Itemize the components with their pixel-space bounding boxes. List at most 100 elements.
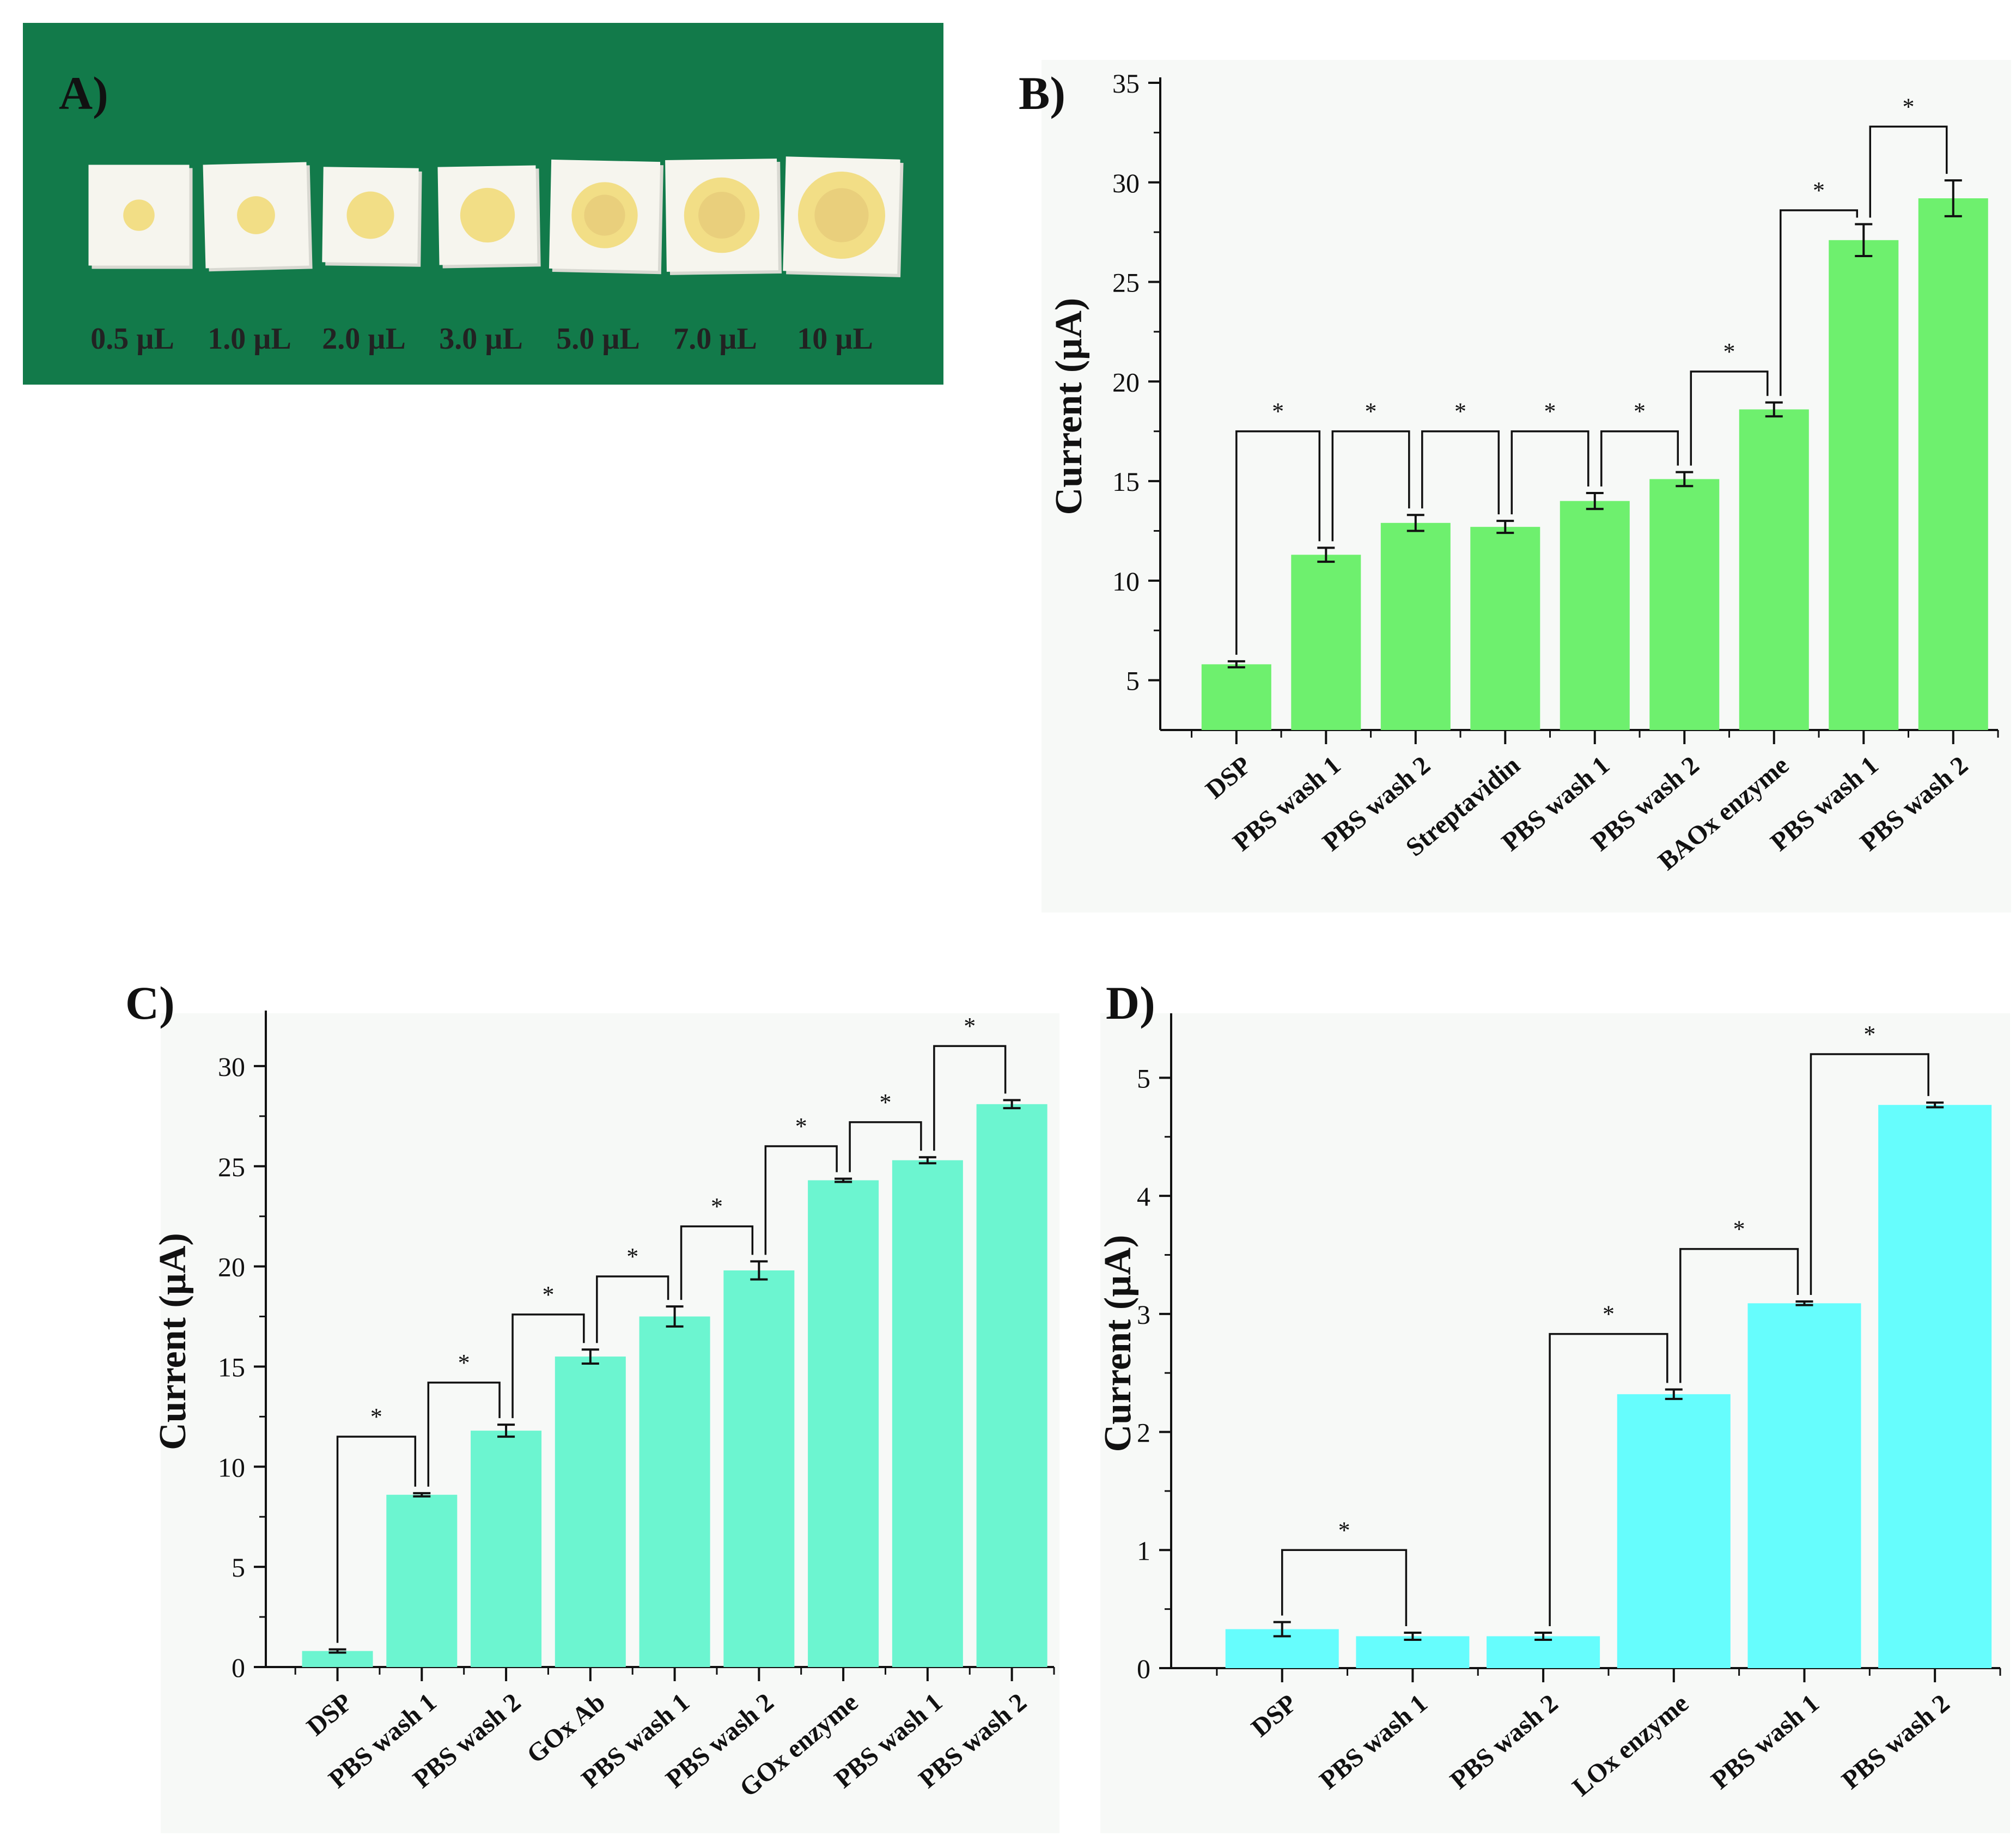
y-tick-label: 20 — [218, 1252, 245, 1282]
y-tick-label: 5 — [1137, 1063, 1150, 1093]
significance-star: * — [458, 1349, 470, 1376]
significance-bracket — [336, 1435, 417, 1643]
bar — [639, 1316, 710, 1667]
significance-bracket — [1810, 1053, 1929, 1295]
panel-label: B) — [1019, 67, 1065, 119]
volume-label: 0.5 µL — [90, 322, 174, 356]
sample-spot — [237, 196, 275, 234]
significance-bracket — [1511, 430, 1589, 515]
significance-bracket — [1869, 125, 1948, 218]
sample-spot — [346, 191, 394, 239]
paper-square — [549, 159, 663, 275]
significance-bracket — [1331, 430, 1410, 542]
panel-label: C) — [125, 977, 175, 1029]
bar — [386, 1494, 458, 1667]
bar — [555, 1357, 626, 1667]
y-tick-label: 3 — [1137, 1299, 1150, 1330]
significance-star: * — [626, 1243, 638, 1270]
significance-star: * — [1603, 1301, 1615, 1328]
y-tick-label: 5 — [1126, 666, 1140, 696]
y-tick-label: 20 — [1112, 367, 1140, 397]
volume-label: 3.0 µL — [439, 322, 523, 356]
y-tick-label: 25 — [218, 1152, 245, 1182]
significance-star: * — [711, 1193, 723, 1220]
bar — [723, 1270, 795, 1667]
significance-star: * — [1733, 1216, 1745, 1243]
bar — [1560, 501, 1630, 730]
y-tick-label: 4 — [1137, 1181, 1150, 1212]
y-tick-label: 30 — [218, 1051, 245, 1082]
y-tick-label: 30 — [1112, 168, 1140, 198]
bar — [1356, 1636, 1470, 1668]
y-tick-label: 10 — [1112, 566, 1140, 597]
significance-bracket — [1235, 430, 1321, 655]
bar — [1380, 522, 1451, 730]
bar — [1878, 1105, 1992, 1668]
volume-label: 2.0 µL — [322, 322, 406, 356]
significance-bracket — [933, 1045, 1007, 1151]
significance-star: * — [1365, 398, 1377, 425]
significance-bracket — [764, 1145, 838, 1255]
bar — [1739, 409, 1809, 730]
significance-bracket — [1679, 1248, 1799, 1383]
bar — [892, 1160, 963, 1667]
panel-a-label: A) — [59, 67, 108, 119]
significance-star: * — [1813, 177, 1825, 204]
significance-star: * — [879, 1089, 891, 1116]
significance-star: * — [1903, 93, 1915, 120]
bar — [808, 1180, 879, 1667]
y-tick-label: 1 — [1137, 1535, 1150, 1566]
y-axis-title: Current (µA) — [152, 1233, 194, 1450]
significance-star: * — [1634, 398, 1646, 425]
significance-star: * — [1723, 338, 1735, 365]
panel-a-photo: A) 0.5 µL 1.0 µL 2.0 µL 3.0 µL 5.0 µL 7.0 µL 1… — [23, 23, 943, 385]
significance-star: * — [1338, 1517, 1350, 1543]
y-tick-label: 25 — [1112, 267, 1140, 298]
y-tick-label: 35 — [1112, 68, 1140, 99]
paper-square — [203, 162, 313, 272]
paper-square — [665, 159, 782, 275]
bar — [1201, 664, 1271, 730]
significance-bracket — [1600, 430, 1679, 487]
y-tick-label: 10 — [218, 1452, 245, 1482]
significance-bracket — [1780, 209, 1859, 396]
significance-star: * — [1454, 398, 1466, 425]
paper-square — [322, 167, 422, 267]
panel-label: D) — [1106, 977, 1155, 1029]
bar — [1617, 1394, 1731, 1668]
significance-star: * — [795, 1113, 807, 1140]
y-tick-label: 2 — [1137, 1418, 1150, 1448]
bar — [1747, 1303, 1861, 1668]
bar — [1470, 527, 1540, 730]
bar — [1829, 240, 1899, 730]
significance-star: * — [542, 1281, 554, 1308]
y-tick-label: 15 — [1112, 466, 1140, 497]
significance-bracket — [427, 1382, 501, 1487]
y-tick-label: 5 — [232, 1552, 245, 1583]
paper-square — [437, 165, 541, 269]
sample-spot — [123, 199, 155, 231]
significance-star: * — [1863, 1021, 1875, 1048]
significance-star: * — [1544, 398, 1556, 425]
bar — [1918, 198, 1988, 730]
sample-spot-inner — [814, 188, 869, 242]
significance-star: * — [1272, 398, 1284, 425]
significance-bracket — [511, 1313, 585, 1419]
volume-label: 7.0 µL — [673, 322, 757, 356]
significance-star: * — [964, 1013, 976, 1039]
significance-bracket — [1281, 1549, 1408, 1626]
volume-label: 1.0 µL — [208, 322, 291, 356]
y-tick-label: 0 — [232, 1652, 245, 1683]
bar — [976, 1104, 1047, 1667]
bar — [471, 1431, 542, 1667]
significance-bracket — [1690, 370, 1769, 466]
bar — [1649, 479, 1720, 730]
y-axis-title: Current (µA) — [1048, 298, 1090, 515]
significance-bracket — [596, 1275, 669, 1343]
y-axis-title: Current (µA) — [1097, 1235, 1139, 1452]
sample-spot-inner — [584, 194, 625, 236]
volume-label: 10 µL — [797, 322, 873, 356]
